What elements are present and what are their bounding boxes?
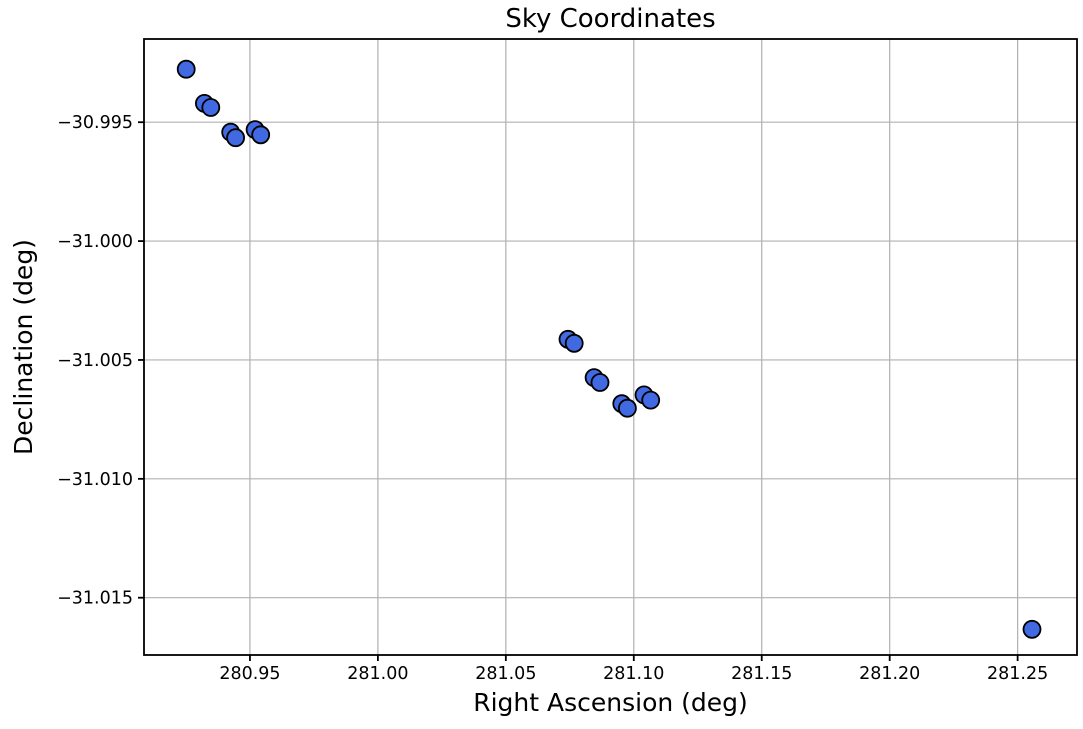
y-tick-label: −31.005	[57, 351, 133, 371]
x-tick-label: 281.10	[603, 664, 664, 684]
y-tick-label: −31.000	[57, 232, 133, 252]
data-point	[590, 373, 610, 392]
data-point	[201, 98, 221, 117]
x-tick-label: 281.15	[731, 664, 792, 684]
axes-border	[143, 38, 1078, 656]
y-tick-label: −30.995	[57, 113, 133, 133]
data-point	[226, 128, 246, 148]
x-tick-label: 281.05	[475, 664, 536, 684]
y-tick-label: −31.010	[57, 470, 133, 490]
data-point	[641, 390, 661, 410]
y-tick-label: −31.015	[57, 589, 133, 609]
x-tick-label: 281.00	[347, 664, 408, 684]
x-tick-label: 281.25	[987, 664, 1048, 684]
data-point	[564, 333, 584, 353]
data-point	[176, 59, 196, 79]
x-axis-label: Right Ascension (deg)	[473, 688, 748, 717]
chart-title: Sky Coordinates	[505, 4, 716, 34]
y-axis-label: Declination (deg)	[9, 239, 38, 455]
data-point	[251, 125, 271, 145]
data-point	[1022, 619, 1042, 639]
data-point	[618, 398, 637, 418]
x-tick-label: 281.20	[859, 664, 920, 684]
x-tick-label: 280.95	[219, 664, 280, 684]
